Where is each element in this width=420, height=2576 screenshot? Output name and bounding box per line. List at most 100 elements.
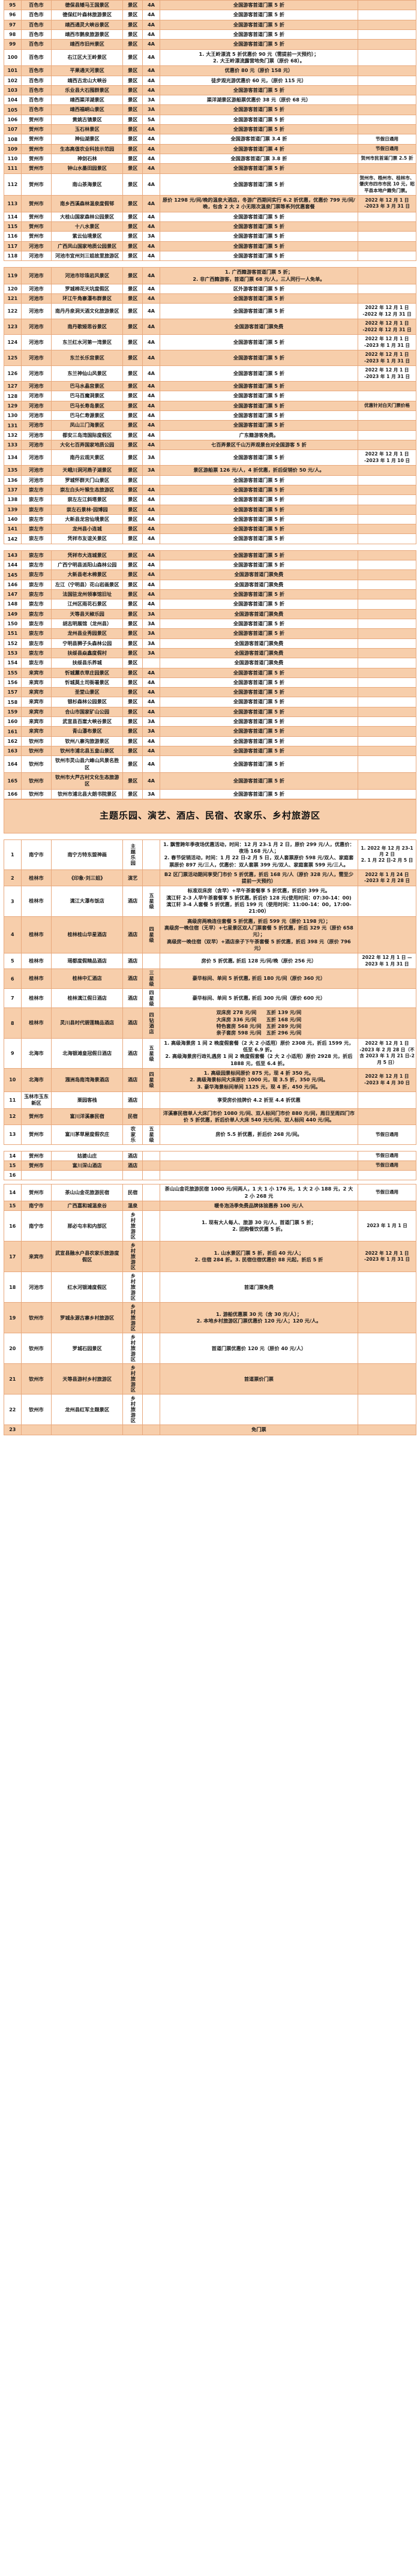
table-row: 149 崇左市 天等县天椒乐园 景区 3A 全国游客首道门票免费 <box>4 608 416 619</box>
cell-policy: 全国游客首道门票 5 折 <box>159 755 359 773</box>
cell-no: 108 <box>4 134 22 145</box>
cell-name: 栗园客栈 <box>51 1091 124 1109</box>
cell-name: 巴马水晶宫景区 <box>51 381 124 392</box>
cell-remark <box>358 10 416 20</box>
table-row: 113 贺州市 南乡西溪森林温泉度假邨 景区 4A 原价 1298 元/间/晚的温泉大酒店… <box>4 195 416 212</box>
spreadsheet-page: 95 百色市 德保县矮马王国景区 景区 4A 全国游客首道门票 5 折 96 百色市 德保红叶森… <box>4 0 416 1435</box>
table-row: 104 百色市 靖西渠洋湖景区 景区 3A 渠洋湖景区游船票优惠价 38 元（原价 68 … <box>4 95 416 106</box>
table-row: 116 贺州市 紫云仙境景区 景区 3A 全国游客首道门票 5 折 <box>4 231 416 242</box>
cell-remark <box>358 75 416 86</box>
cell-remark: 2022 年 12 月 1 日 -2023 年 1 月 10 日 <box>358 449 416 466</box>
cell-type: 景区 <box>122 391 143 401</box>
cell-remark: 贺州市民首道门票 2.5 折 <box>358 153 416 164</box>
cell-city: 百色市 <box>20 39 52 50</box>
cell-name: 南丹云观天景区 <box>51 449 124 466</box>
cell-policy: 全国游客首道门票免费 <box>159 569 359 580</box>
cell-type: 景区 <box>122 524 143 535</box>
table-row: 106 贺州市 黄姚古镇景区 景区 5A 全国游客首道门票 5 折 <box>4 114 416 125</box>
cell-name: 富川洋溪寨民宿 <box>51 1108 124 1126</box>
cell-name: 河池市珍珠岩风景区 <box>51 267 124 284</box>
cell-city: 贺州市 <box>20 1124 52 1145</box>
cell-no: 97 <box>4 19 22 30</box>
cell-no: 135 <box>4 465 22 476</box>
cell-remark <box>358 440 416 451</box>
cell-type: 酒店 <box>122 968 143 989</box>
cell-name: 靖西市旧州景区 <box>51 39 124 50</box>
cell-no: 144 <box>4 560 22 571</box>
cell-level <box>142 658 160 668</box>
cell-policy: 全国游客首道门票免费 <box>159 319 359 335</box>
cell-city: 河池市 <box>20 1271 52 1303</box>
cell-no: 126 <box>4 365 22 382</box>
cell-policy: 免门票 <box>159 1425 359 1435</box>
cell-level: 4A <box>142 589 160 600</box>
table-row: 8 桂林市 灵川县时代碧莲精品酒店 酒店 四钻酒店 双床房 278 元/间 五折 139 … <box>4 1007 416 1039</box>
cell-no: 148 <box>4 599 22 610</box>
cell-name <box>51 1170 124 1181</box>
cell-policy: B2 区门票活动期间享受门市价 5 折优惠，折后 168 元/人（原价 328 … <box>159 869 359 887</box>
cell-no: 150 <box>4 618 22 629</box>
cell-city: 贺州市 <box>20 211 52 222</box>
cell-level: 4A <box>142 736 160 747</box>
cell-type: 景区 <box>122 10 143 20</box>
cell-remark <box>358 550 416 561</box>
table-row: 18 河池市 红水河银滩度假区 乡村旅游区 首道门票免费 <box>4 1271 416 1303</box>
cell-city: 贺州市 <box>20 153 52 164</box>
cell-type: 景区 <box>122 599 143 610</box>
cell-level: 4A <box>142 303 160 320</box>
table-row: 4 桂林市 桂林桂山华星酒店 酒店 四星级 高级房两晚连住套餐 5 折优惠，折后 599 … <box>4 916 416 954</box>
cell-city: 崇左市 <box>20 658 52 668</box>
cell-level: 4A <box>142 293 160 304</box>
cell-level <box>142 1425 160 1435</box>
cell-name: 神仙湖景区 <box>51 134 124 145</box>
table-row: 117 河池市 广西凤山国家地质公园景区 景区 4A 全国游客首道门票 5 折 <box>4 241 416 251</box>
rural-tourism-body: 14 贺州市 茶山山金花旅游民宿 民宿 茶山山金花旅游民宿 1000 元/间两人，1 大… <box>4 1184 416 1435</box>
cell-remark <box>358 1091 416 1109</box>
cell-type: 景区 <box>122 550 143 561</box>
cell-type: 景区 <box>122 134 143 145</box>
cell-remark <box>358 465 416 476</box>
cell-level: 4A <box>142 221 160 232</box>
cell-no: 112 <box>4 173 22 196</box>
rural-tourism-table: 14 贺州市 茶山山金花旅游民宿 民宿 茶山山金花旅游民宿 1000 元/间两人，1 大… <box>4 1184 416 1435</box>
cell-city: 河池市 <box>20 241 52 251</box>
cell-remark: 节假日通用 <box>358 143 416 155</box>
cell-city: 崇左市 <box>20 589 52 600</box>
cell-policy: 首道门票优惠价 120 元（原价 40 元/人） <box>159 1333 359 1365</box>
cell-type: 景区 <box>122 124 143 135</box>
table-row: 143 崇左市 凭祥市大连城景区 景区 4A 全国游客首道门票 5 折 <box>4 550 416 561</box>
cell-city: 河池市 <box>20 319 52 335</box>
cell-city: 河池市 <box>20 465 52 476</box>
table-row: 146 崇左市 左江（宁明县）花山岩画景区 景区 4A 全国游客首道门票免费 <box>4 579 416 590</box>
cell-level: 3A <box>142 628 160 639</box>
cell-policy <box>159 1160 359 1171</box>
cell-level <box>142 1302 160 1334</box>
cell-policy: 全国游客首道门票 4 折 <box>159 143 359 155</box>
cell-name: 靖西市鹅泉旅游景区 <box>51 29 124 40</box>
rural-continuation-table: 14 贺州市 姑婆山庄 酒店 节假日通用 15 贺州市 富川深山酒店 酒店 节假日通用 16 <box>4 1150 416 1181</box>
cell-name: 凭祥市友谊关景区 <box>51 533 124 544</box>
table-row: 166 钦州市 钦州市浦北县大朗书院景区 景区 3A 全国游客首道门票 5 折 <box>4 788 416 799</box>
table-row: 107 贺州市 玉石林景区 景区 4A 全国游客首道门票 5 折 <box>4 124 416 135</box>
cell-remark <box>358 65 416 76</box>
cell-policy: 广东籍游客免费。 <box>159 430 359 441</box>
cell-city: 贺州市 <box>20 221 52 232</box>
cell-city: 南宁市 <box>20 1201 52 1211</box>
cell-city: 百色市 <box>20 19 52 30</box>
cell-city: 崇左市 <box>20 484 52 496</box>
cell-remark <box>358 589 416 600</box>
cell-policy: 1. 飘雪跨年季夜场优惠活动，时间：12 月 23-1 月 2 日，原价 299… <box>159 839 359 870</box>
cell-level: 4A <box>142 579 160 590</box>
cell-type: 景区 <box>122 420 143 431</box>
cell-type: 景区 <box>122 410 143 421</box>
cell-level <box>142 953 160 970</box>
table-row: 145 崇左市 大新县老木棉景区 景区 4A 全国游客首道门票免费 <box>4 569 416 580</box>
cell-remark: 2022 年 12 月 1 日 -2023 年 1 月 31 日 <box>358 1241 416 1273</box>
cell-no: 7 <box>4 988 22 1009</box>
cell-no: 146 <box>4 579 22 590</box>
table-row: 16 <box>4 1170 416 1181</box>
cell-type: 景区 <box>122 85 143 96</box>
cell-level <box>142 1363 160 1395</box>
cell-remark <box>358 772 416 790</box>
cell-policy: 全国游客首道门票 5 折 <box>159 400 359 412</box>
